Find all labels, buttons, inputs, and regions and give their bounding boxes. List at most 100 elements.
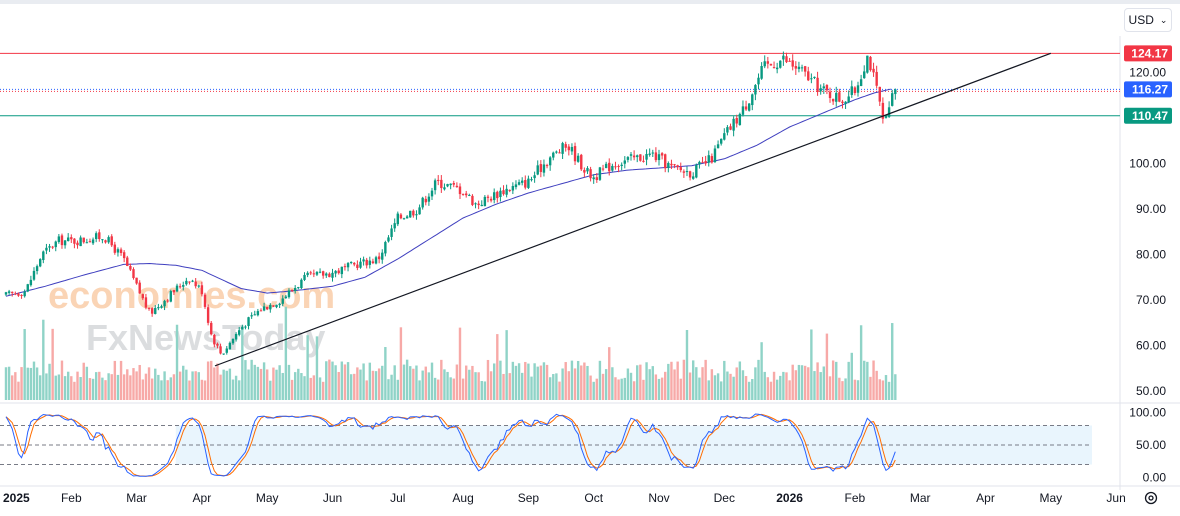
volume-bar: [297, 368, 300, 400]
volume-bar: [234, 375, 238, 400]
candle-body: [244, 326, 247, 328]
candle-body: [300, 279, 303, 289]
candle-body: [797, 66, 801, 70]
volume-bar: [35, 367, 39, 400]
volume-bar: [775, 379, 779, 400]
time-axis[interactable]: 2025 Feb Mar Apr May Jun Jul Aug Sep Oct Nov Dec 202…: [3, 491, 1126, 505]
time-tick-label: Feb: [61, 491, 82, 505]
price-tag-label: 116.27: [1132, 82, 1168, 96]
volume-bar: [328, 359, 331, 400]
candle-body: [256, 311, 260, 316]
candle-body: [104, 240, 107, 243]
candle-body: [763, 61, 766, 67]
candle-body: [539, 164, 543, 172]
volume-bar: [511, 361, 515, 400]
volume-bar: [113, 360, 117, 400]
trendline-group[interactable]: [214, 52, 1052, 367]
volume-bar: [729, 373, 732, 400]
candle-body: [875, 71, 878, 86]
stochastic-oscillator: [5, 413, 896, 477]
candle-body: [891, 93, 894, 106]
volume-bar: [116, 374, 120, 400]
volume-bar: [530, 376, 533, 400]
candle-body: [368, 260, 372, 265]
volume-bar: [287, 364, 291, 400]
candle-body: [182, 285, 185, 287]
candle-body: [629, 154, 633, 156]
candle-body: [508, 189, 511, 191]
candle-body: [393, 223, 396, 229]
volume-bar: [601, 373, 605, 400]
candle-body: [695, 164, 698, 178]
candle-body: [45, 247, 48, 251]
candle-body: [673, 164, 676, 166]
settings-gear-icon[interactable]: [1144, 491, 1158, 505]
volume-bar: [654, 374, 658, 400]
volume-bar: [440, 359, 443, 400]
volume-bar: [42, 319, 45, 400]
volume-bar: [421, 370, 424, 400]
candle-body: [356, 264, 359, 268]
volume-bar: [138, 364, 141, 400]
currency-selector[interactable]: USD ⌄: [1124, 8, 1172, 32]
volume-bar: [667, 363, 670, 400]
volume-bar: [744, 376, 748, 400]
horizontal-levels: [0, 52, 1120, 117]
time-tick-label: Apr: [193, 491, 212, 505]
volume-bar: [39, 375, 42, 400]
volume-bar: [188, 380, 191, 400]
candle-body: [831, 98, 835, 102]
volume-bar: [835, 361, 838, 400]
price-axis[interactable]: 120.00 100.00 90.00 80.00 70.00 60.00 50.00: [1129, 65, 1166, 398]
volume-bar: [626, 368, 630, 400]
volume-bar: [402, 364, 406, 400]
volume-bar: [741, 370, 745, 400]
volume-bar: [70, 376, 73, 400]
oscillator-tick-label: 50.00: [1136, 438, 1166, 452]
candle-body: [458, 186, 462, 195]
volume-bar: [353, 373, 356, 400]
candle-body: [614, 166, 617, 168]
candle-body: [241, 326, 244, 330]
candle-body: [664, 154, 667, 169]
candle-body: [238, 330, 241, 335]
volume-bar: [679, 378, 682, 400]
volume-bar: [726, 371, 729, 400]
volume-bar: [564, 362, 567, 400]
candle-body: [810, 78, 813, 80]
candle-body: [321, 271, 325, 276]
volume-bar: [800, 365, 804, 400]
candle-body: [306, 272, 309, 276]
volume-bar: [527, 363, 530, 400]
candle-body: [172, 290, 176, 293]
candle-body: [866, 55, 869, 73]
candle-body: [116, 249, 120, 253]
volume-bar: [343, 364, 347, 400]
candle-body: [135, 277, 138, 284]
time-tick-label: Aug: [452, 491, 473, 505]
volume-bar: [110, 374, 113, 400]
candle-body: [390, 228, 393, 237]
price-tag-last-price: [1124, 81, 1172, 98]
candle-body: [119, 249, 123, 254]
volume-bar: [468, 369, 471, 400]
volume-bar: [682, 359, 686, 400]
candle-body: [200, 285, 204, 295]
candle-body: [331, 272, 334, 278]
volume-bar: [340, 361, 344, 400]
candle-body: [206, 307, 210, 323]
volume-bar: [884, 375, 888, 400]
candle-body: [744, 106, 748, 110]
candle-body: [328, 273, 331, 278]
candle-body: [225, 348, 228, 353]
volume-bar: [60, 360, 64, 400]
volume-bar: [250, 359, 253, 400]
volume-bar: [576, 360, 580, 400]
volume-bar: [194, 371, 197, 400]
candle-body: [772, 67, 776, 69]
volume-bar: [82, 362, 85, 400]
volume-bar: [595, 378, 599, 400]
candle-body: [592, 177, 595, 180]
time-tick-label: May: [256, 491, 279, 505]
